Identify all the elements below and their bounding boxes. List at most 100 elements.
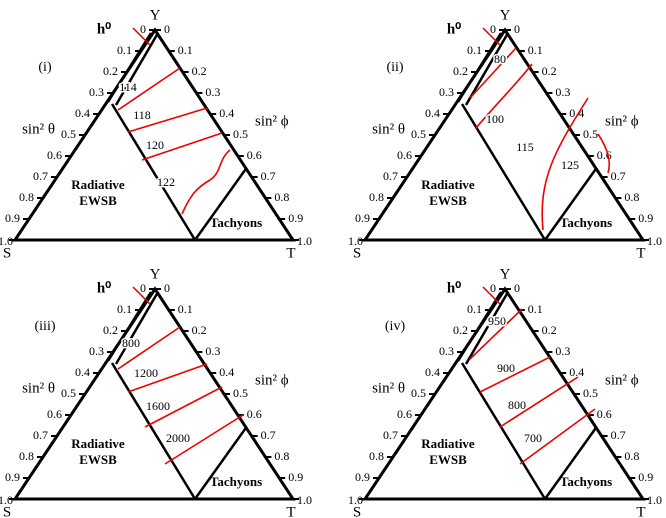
contour-label: 120 [146, 138, 164, 152]
h0-strip [456, 32, 510, 106]
contour-line [519, 408, 596, 465]
h0-pointer [132, 27, 151, 46]
region-label: Tachyons [560, 474, 612, 489]
tick-label: 0.9 [355, 470, 370, 484]
h0-label: h⁰ [447, 21, 461, 37]
contour-label: 125 [561, 158, 579, 172]
panel-label: (iv) [385, 319, 406, 334]
tick-label: 1.0 [0, 234, 13, 248]
tick-label: 0.3 [439, 85, 454, 99]
contour-label: 122 [157, 175, 175, 189]
tick-label: 1.0 [348, 493, 363, 507]
region-label: Tachyons [210, 474, 262, 489]
tick-label: 0.7 [261, 169, 276, 183]
corner-label: Y [150, 7, 161, 23]
divider [110, 103, 197, 241]
tick-label: 0.2 [542, 64, 557, 78]
tick-label: 0.2 [103, 64, 118, 78]
tick-label: 0.8 [624, 190, 639, 204]
tick-label: 0.1 [117, 302, 132, 316]
tick-label: 0.3 [439, 344, 454, 358]
tick-label: 0.6 [397, 148, 412, 162]
corner-label: Y [150, 266, 161, 282]
tachyon-boundary [193, 167, 248, 241]
region-label: Radiative [71, 177, 125, 192]
contour-label: 800 [122, 336, 140, 350]
contour-line [469, 47, 517, 99]
h0-strip [106, 32, 160, 106]
tick-label: 0.6 [397, 407, 412, 421]
tick-label: 0.1 [467, 302, 482, 316]
tick-label: 0.4 [425, 365, 440, 379]
contour-line [141, 132, 223, 161]
contour-line [117, 67, 181, 111]
panel: 0 00.1 0.10.2 0.20.3 0.30.4 0.40.5 0.50.6 0.60.… [0, 7, 312, 261]
corner-label: S [3, 504, 11, 518]
tick-label: 0.5 [411, 386, 426, 400]
tick-label: 0.9 [638, 211, 653, 225]
contour-label: 2000 [166, 431, 190, 445]
corner-label: T [286, 245, 295, 261]
axis-label: sin² ϕ [255, 372, 289, 388]
contour-label: 1600 [146, 399, 170, 413]
tick-label: 0.5 [583, 127, 598, 141]
tick-label: 0.7 [261, 428, 276, 442]
h0-label: h⁰ [97, 280, 111, 296]
tick-label: 0.4 [219, 106, 234, 120]
axis-label: sin² θ [22, 121, 55, 137]
tick-label: 0.2 [192, 64, 207, 78]
triangle [12, 27, 296, 242]
tick-label: 0.9 [638, 470, 653, 484]
contour-line [164, 414, 244, 465]
tick-label: 0.1 [178, 43, 193, 57]
divider [110, 362, 197, 500]
tick-label: 0 [514, 281, 520, 295]
tick-label: 1.0 [0, 493, 13, 507]
contour-label: 100 [486, 112, 504, 126]
tick-label: 0.7 [383, 428, 398, 442]
tick-label: 0.5 [583, 386, 598, 400]
tick-label: 0.8 [274, 190, 289, 204]
contour-line [475, 63, 533, 129]
tick-label: 0.9 [288, 211, 303, 225]
tick-label: 0.1 [117, 43, 132, 57]
tick-label: 0.5 [411, 127, 426, 141]
panel-label: (i) [38, 60, 52, 75]
tick-label: 1.0 [647, 234, 662, 248]
tick-label: 0.8 [624, 449, 639, 463]
contour-line [479, 356, 551, 393]
divider [460, 362, 547, 500]
axis-label: sin² θ [372, 121, 405, 137]
triangle [12, 286, 296, 501]
tick-label: 0.6 [247, 148, 262, 162]
panel: 0 00.1 0.10.2 0.20.3 0.30.4 0.40.5 0.50.6 0.60.… [0, 266, 312, 518]
contour-label: 950 [488, 314, 506, 328]
tick-label: 0.9 [5, 211, 20, 225]
contour-line [499, 376, 579, 428]
tick-label: 0.4 [75, 106, 90, 120]
tick-label: 1.0 [297, 493, 312, 507]
tick-label: 0.9 [355, 211, 370, 225]
contour-line [117, 326, 181, 370]
tick-label: 0.5 [61, 386, 76, 400]
axis-label: sin² θ [372, 380, 405, 396]
contour-label: 115 [516, 140, 534, 154]
tachyon-boundary [543, 426, 598, 500]
corner-label: Y [500, 266, 511, 282]
contour-label: 700 [524, 431, 542, 445]
tick-label: 0.8 [369, 449, 384, 463]
tick-label: 1.0 [348, 234, 363, 248]
contour-label: 1200 [134, 366, 158, 380]
region-label: EWSB [429, 193, 467, 208]
tick-label: 0.3 [89, 344, 104, 358]
region-label: Tachyons [560, 215, 612, 230]
region-label: Radiative [421, 436, 475, 451]
contour-label: 800 [508, 398, 526, 412]
panel: 0 00.1 0.10.2 0.20.3 0.30.4 0.40.5 0.50.6 0.60.… [348, 7, 662, 261]
tick-label: 0.4 [219, 365, 234, 379]
tick-label: 0.6 [47, 148, 62, 162]
tick-label: 0.3 [205, 344, 220, 358]
axis-label: sin² ϕ [255, 113, 289, 129]
tick-label: 0.9 [288, 470, 303, 484]
